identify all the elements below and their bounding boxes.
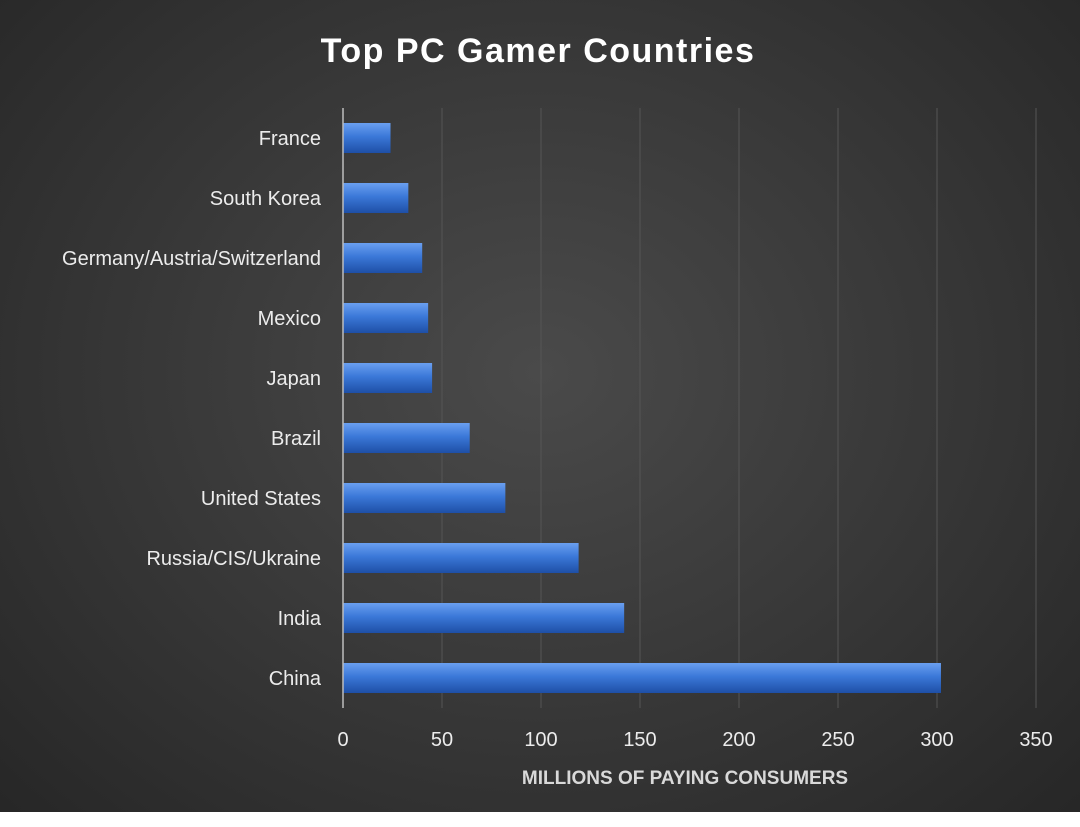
x-axis-title: MILLIONS OF PAYING CONSUMERS bbox=[522, 768, 848, 789]
grid-lines bbox=[441, 108, 1037, 708]
bar-india bbox=[343, 603, 625, 633]
bar-japan bbox=[343, 363, 433, 393]
category-labels: France South Korea Germany/Austria/Switzer… bbox=[62, 128, 322, 690]
category-label: Brazil bbox=[271, 428, 321, 450]
category-label: Germany/Austria/Switzerland bbox=[62, 248, 321, 270]
category-label: Japan bbox=[267, 368, 322, 390]
x-tick-label: 0 bbox=[337, 729, 348, 751]
x-tick-label: 350 bbox=[1019, 729, 1052, 751]
category-label: India bbox=[278, 608, 322, 630]
bar-mexico bbox=[343, 303, 429, 333]
bottom-border bbox=[0, 812, 1080, 827]
x-tick-label: 100 bbox=[524, 729, 557, 751]
category-label: United States bbox=[201, 488, 321, 510]
category-label: China bbox=[269, 668, 322, 690]
x-tick-label: 200 bbox=[722, 729, 755, 751]
bar-china bbox=[343, 663, 941, 693]
bar-brazil bbox=[343, 423, 470, 453]
bars bbox=[343, 123, 941, 693]
x-tick-label: 250 bbox=[821, 729, 854, 751]
bar-russia-cis-ukraine bbox=[343, 543, 579, 573]
bar-south-korea bbox=[343, 183, 409, 213]
category-label: Mexico bbox=[258, 308, 321, 330]
bar-france bbox=[343, 123, 391, 153]
bar-united-states bbox=[343, 483, 506, 513]
x-tick-label: 300 bbox=[920, 729, 953, 751]
x-tick-label: 150 bbox=[623, 729, 656, 751]
chart-title: Top PC Gamer Countries bbox=[321, 32, 756, 70]
x-tick-label: 50 bbox=[431, 729, 453, 751]
x-tick-labels: 0 50 100 150 200 250 300 350 bbox=[337, 729, 1052, 751]
category-label: South Korea bbox=[210, 188, 322, 210]
bar-germany-austria-switzerland bbox=[343, 243, 423, 273]
category-label: Russia/CIS/Ukraine bbox=[146, 548, 321, 570]
category-label: France bbox=[259, 128, 321, 150]
